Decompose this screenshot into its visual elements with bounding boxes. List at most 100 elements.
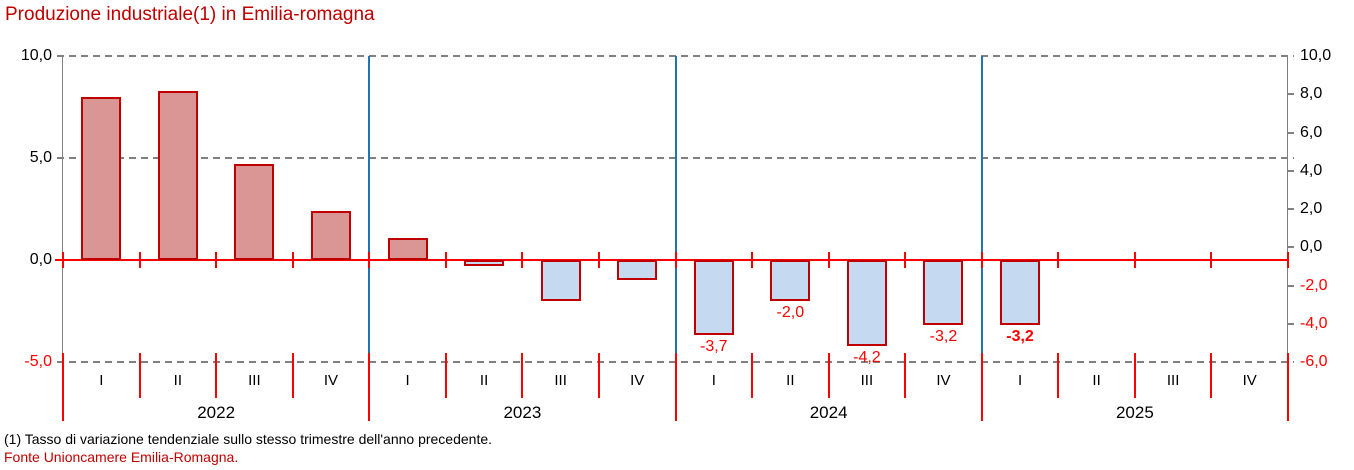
quarter-label: III — [554, 372, 567, 389]
bar-label: -3,2 — [929, 328, 958, 346]
quarter-label: I — [711, 372, 716, 389]
zero-line-tick — [215, 252, 218, 268]
bar-2025-I — [1000, 260, 1041, 326]
quarter-label: III — [860, 372, 874, 389]
bar-2022-I — [81, 96, 122, 260]
axis-line-right — [1287, 56, 1288, 362]
quarter-tick — [1133, 353, 1136, 398]
zero-line-tick — [1133, 252, 1136, 268]
quarter-label: II — [479, 372, 489, 389]
zero-line-tick — [674, 252, 677, 268]
zero-line-tick — [444, 252, 447, 268]
year-label: 2025 — [1115, 403, 1154, 422]
quarter-tick — [751, 353, 754, 398]
zero-line-tick — [597, 252, 600, 268]
axis-label-right: -2,0 — [1300, 276, 1328, 294]
quarter-label: I — [405, 372, 410, 389]
quarter-label: IV — [1242, 372, 1257, 389]
axis-line-left — [62, 56, 63, 362]
bar-2024-II — [770, 260, 811, 301]
bar-2022-IV — [310, 211, 351, 260]
right-axis-tick — [1288, 246, 1294, 249]
year-boundary-line — [674, 353, 677, 421]
quarter-label: III — [248, 372, 261, 389]
quarter-tick — [1210, 353, 1213, 398]
bar-2023-IV — [617, 260, 658, 281]
axis-label-right: 2,0 — [1300, 200, 1323, 217]
quarter-label: IV — [936, 372, 951, 389]
zero-line-tick — [138, 252, 141, 268]
zero-line-tick — [1287, 252, 1289, 268]
zero-line-tick — [62, 252, 64, 268]
year-boundary-line — [1287, 353, 1289, 421]
axis-label-left: 0,0 — [29, 251, 52, 268]
zero-line — [55, 259, 1288, 261]
zero-line-tick — [1057, 252, 1060, 268]
right-axis-tick — [1288, 169, 1294, 172]
right-axis-tick — [1288, 131, 1294, 134]
quarter-label: I — [1017, 372, 1023, 389]
year-label: 2022 — [197, 403, 236, 422]
quarter-label: II — [786, 372, 795, 389]
quarter-tick — [444, 353, 447, 398]
chart-title: Produzione industriale(1) in Emilia-roma… — [5, 4, 375, 25]
axis-label-right: 10,0 — [1300, 47, 1332, 64]
year-separator — [368, 56, 371, 362]
bar-2024-III — [846, 260, 887, 346]
axis-label-right: 8,0 — [1300, 85, 1323, 103]
year-label: 2023 — [503, 403, 542, 422]
quarter-tick — [597, 353, 600, 398]
axis-label-left: 5,0 — [29, 149, 52, 166]
year-separator — [980, 56, 983, 362]
axis-label-left: -5,0 — [24, 353, 52, 370]
quarter-tick — [521, 353, 524, 398]
bar-label: -2,0 — [776, 303, 805, 321]
quarter-label: II — [173, 372, 183, 389]
right-axis-tick — [1288, 208, 1294, 210]
year-boundary-line — [980, 353, 983, 421]
bar-label: -3,2 — [1006, 328, 1034, 346]
zero-line-tick — [751, 252, 754, 268]
right-axis-tick — [1288, 93, 1294, 96]
bar-2024-IV — [923, 260, 964, 326]
zero-line-tick — [904, 252, 907, 268]
bar-2023-III — [540, 260, 581, 301]
bar-label: -3,7 — [699, 338, 728, 356]
chart-notes: (1) Tasso di variazione tendenziale sull… — [4, 430, 492, 466]
zero-line-tick — [521, 252, 524, 268]
bar-label: -4,2 — [853, 348, 881, 366]
axis-label-right: 6,0 — [1300, 123, 1323, 141]
year-label: 2024 — [809, 403, 848, 422]
quarter-tick — [291, 353, 294, 398]
year-boundary-line — [62, 353, 64, 421]
quarter-label: IV — [323, 372, 339, 389]
bar-2023-II — [464, 260, 505, 267]
axis-label-right: -4,0 — [1300, 314, 1328, 332]
right-axis-tick — [1288, 322, 1294, 325]
zero-line-tick — [368, 252, 371, 268]
quarter-tick — [138, 353, 141, 398]
bar-2022-II — [157, 90, 198, 260]
axis-label-right: 4,0 — [1300, 161, 1323, 179]
axis-label-left: 10,0 — [20, 47, 52, 64]
axis-label-right: 0,0 — [1300, 238, 1323, 256]
quarter-tick — [1057, 353, 1060, 398]
zero-line-tick — [1210, 252, 1213, 268]
zero-line-tick — [980, 252, 983, 268]
bar-2022-III — [234, 164, 275, 260]
quarter-tick — [827, 353, 830, 398]
quarter-tick — [904, 353, 907, 398]
bar-2024-I — [693, 260, 734, 336]
year-boundary-line — [368, 353, 371, 421]
footnote: (1) Tasso di variazione tendenziale sull… — [4, 431, 493, 447]
right-axis-tick — [1288, 284, 1294, 287]
zero-line-tick — [827, 252, 830, 268]
year-separator — [674, 56, 677, 362]
bar-2023-I — [387, 237, 428, 260]
quarter-label: I — [99, 372, 104, 389]
quarter-tick — [215, 353, 218, 398]
quarter-label: III — [1166, 372, 1180, 389]
quarter-label: II — [1092, 372, 1101, 389]
